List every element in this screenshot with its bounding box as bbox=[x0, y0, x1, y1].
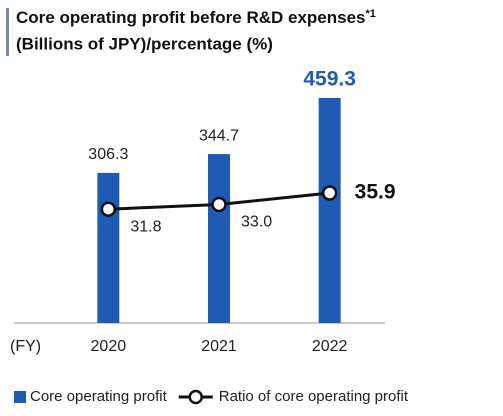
ratio-marker bbox=[100, 201, 117, 217]
x-axis-label: (FY) bbox=[10, 338, 41, 355]
x-tick-label: 2020 bbox=[91, 338, 127, 355]
ratio-marker bbox=[321, 185, 338, 201]
legend-label: Ratio of core operating profit bbox=[219, 388, 409, 405]
bar-value-label: 459.3 bbox=[303, 67, 356, 90]
legend-label: Core operating profit bbox=[30, 388, 168, 405]
x-tick-label: 2022 bbox=[312, 338, 348, 355]
bar bbox=[208, 154, 230, 323]
ratio-value-label: 31.8 bbox=[130, 218, 161, 235]
bar bbox=[97, 172, 120, 323]
chart-title: Core operating profit before R&D expense… bbox=[16, 8, 376, 28]
title-note: *1 bbox=[366, 8, 376, 20]
x-tick-label: 2021 bbox=[201, 338, 237, 355]
title-accent bbox=[6, 8, 9, 56]
bar-value-label: 306.3 bbox=[88, 146, 128, 163]
legend-marker bbox=[188, 389, 203, 405]
ratio-value-label: 35.9 bbox=[355, 181, 396, 204]
chart-subtitle: (Billions of JPY)/percentage (%) bbox=[16, 34, 273, 53]
ratio-marker bbox=[211, 196, 227, 213]
ratio-value-label: 33.0 bbox=[241, 214, 272, 231]
bar bbox=[318, 97, 341, 324]
bar-value-label: 344.7 bbox=[199, 127, 239, 144]
legend-swatch bbox=[14, 391, 26, 403]
title-text: Core operating profit before R&D expense… bbox=[16, 8, 366, 27]
